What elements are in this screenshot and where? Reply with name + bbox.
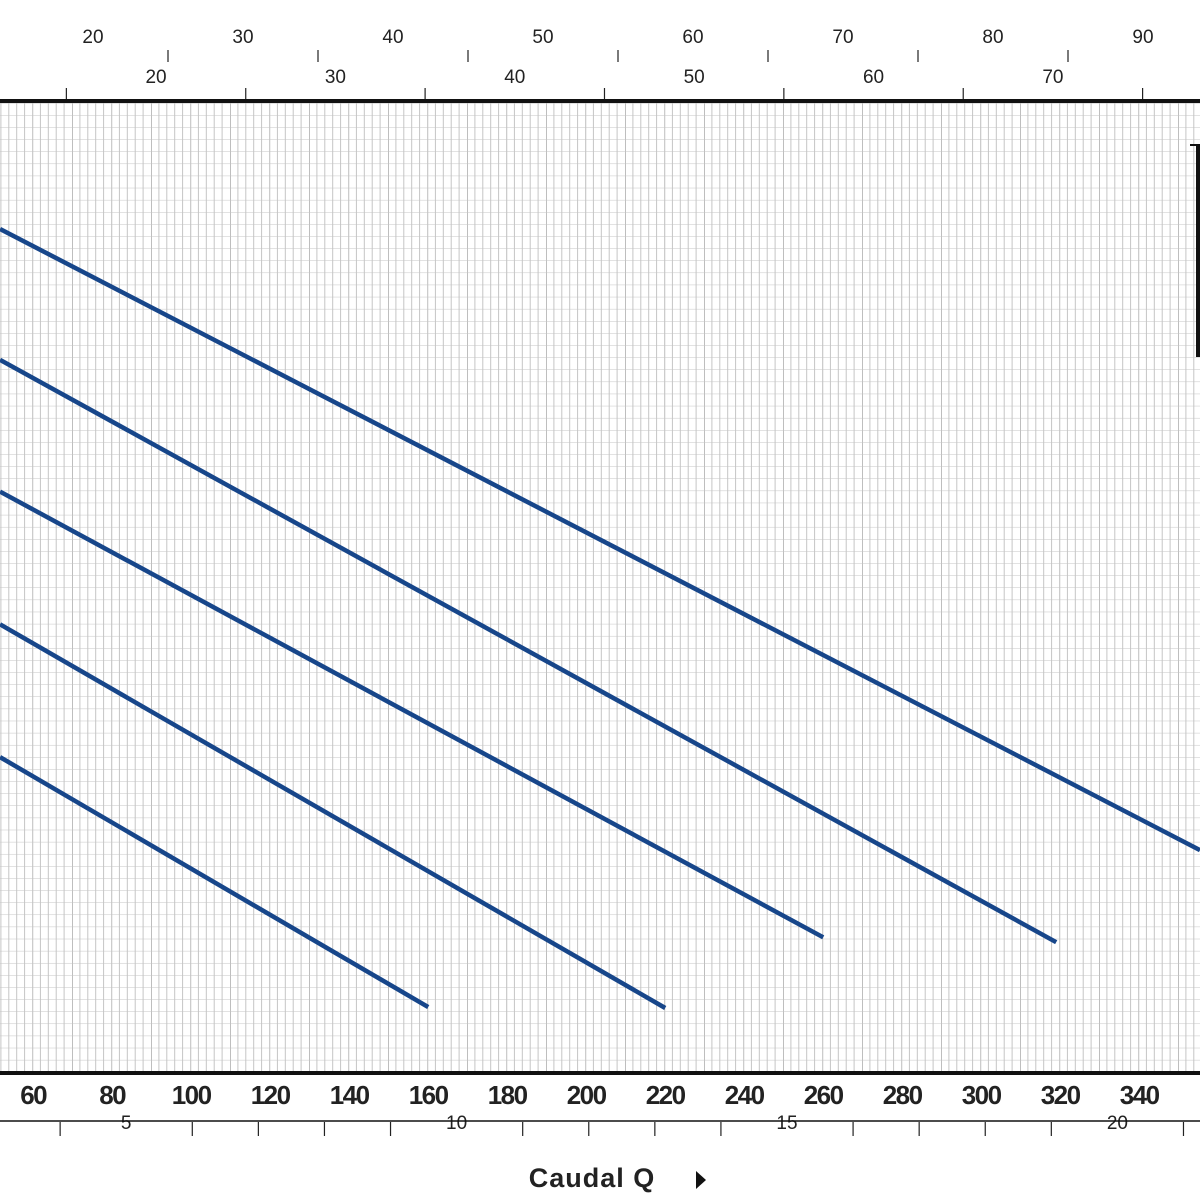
curve bbox=[0, 622, 667, 1010]
x-tick-label: 300 bbox=[962, 1080, 1002, 1110]
secondary-tick-label: 30 bbox=[325, 67, 346, 88]
secondary-tick-label: 20 bbox=[145, 67, 166, 88]
x-tick-label: 240 bbox=[725, 1080, 765, 1110]
secondary-tick-label: 80 bbox=[982, 27, 1003, 48]
curve bbox=[0, 755, 430, 1010]
x-axis-title: Caudal Q bbox=[529, 1163, 656, 1193]
x-tick-label: 80 bbox=[99, 1080, 126, 1110]
secondary-tick-label: 10 bbox=[446, 1113, 467, 1134]
x-tick-label: 160 bbox=[409, 1080, 449, 1110]
secondary-tick-label: 40 bbox=[382, 27, 403, 48]
x-tick-label: 320 bbox=[1041, 1080, 1081, 1110]
secondary-tick-label: 40 bbox=[504, 67, 525, 88]
x-tick-label: 60 bbox=[20, 1080, 47, 1110]
x-tick-label: 220 bbox=[646, 1080, 686, 1110]
secondary-tick-label: 60 bbox=[682, 27, 703, 48]
curve bbox=[0, 357, 1058, 945]
secondary-tick-label: 50 bbox=[684, 67, 705, 88]
curve bbox=[0, 227, 1200, 853]
secondary-tick-label: 90 bbox=[1132, 27, 1153, 48]
secondary-tick-label: 5 bbox=[121, 1113, 132, 1134]
x-tick-label: 280 bbox=[883, 1080, 923, 1110]
secondary-tick-label: 70 bbox=[832, 27, 853, 48]
x-tick-label: 140 bbox=[330, 1080, 370, 1110]
secondary-tick-label: 70 bbox=[1042, 67, 1063, 88]
x-tick-label: 180 bbox=[488, 1080, 528, 1110]
secondary-tick-label: 20 bbox=[1107, 1113, 1128, 1134]
x-tick-label: 260 bbox=[804, 1080, 844, 1110]
secondary-tick-label: 60 bbox=[863, 67, 884, 88]
title-arrow bbox=[696, 1171, 706, 1189]
secondary-tick-label: 20 bbox=[82, 27, 103, 48]
x-tick-label: 340 bbox=[1120, 1080, 1160, 1110]
secondary-tick-label: 30 bbox=[232, 27, 253, 48]
secondary-tick-label: 15 bbox=[776, 1113, 797, 1134]
curve bbox=[0, 489, 825, 940]
x-tick-label: 200 bbox=[567, 1080, 607, 1110]
x-tick-label: 100 bbox=[172, 1080, 212, 1110]
x-tick-label: 120 bbox=[251, 1080, 291, 1110]
secondary-tick-label: 50 bbox=[532, 27, 553, 48]
